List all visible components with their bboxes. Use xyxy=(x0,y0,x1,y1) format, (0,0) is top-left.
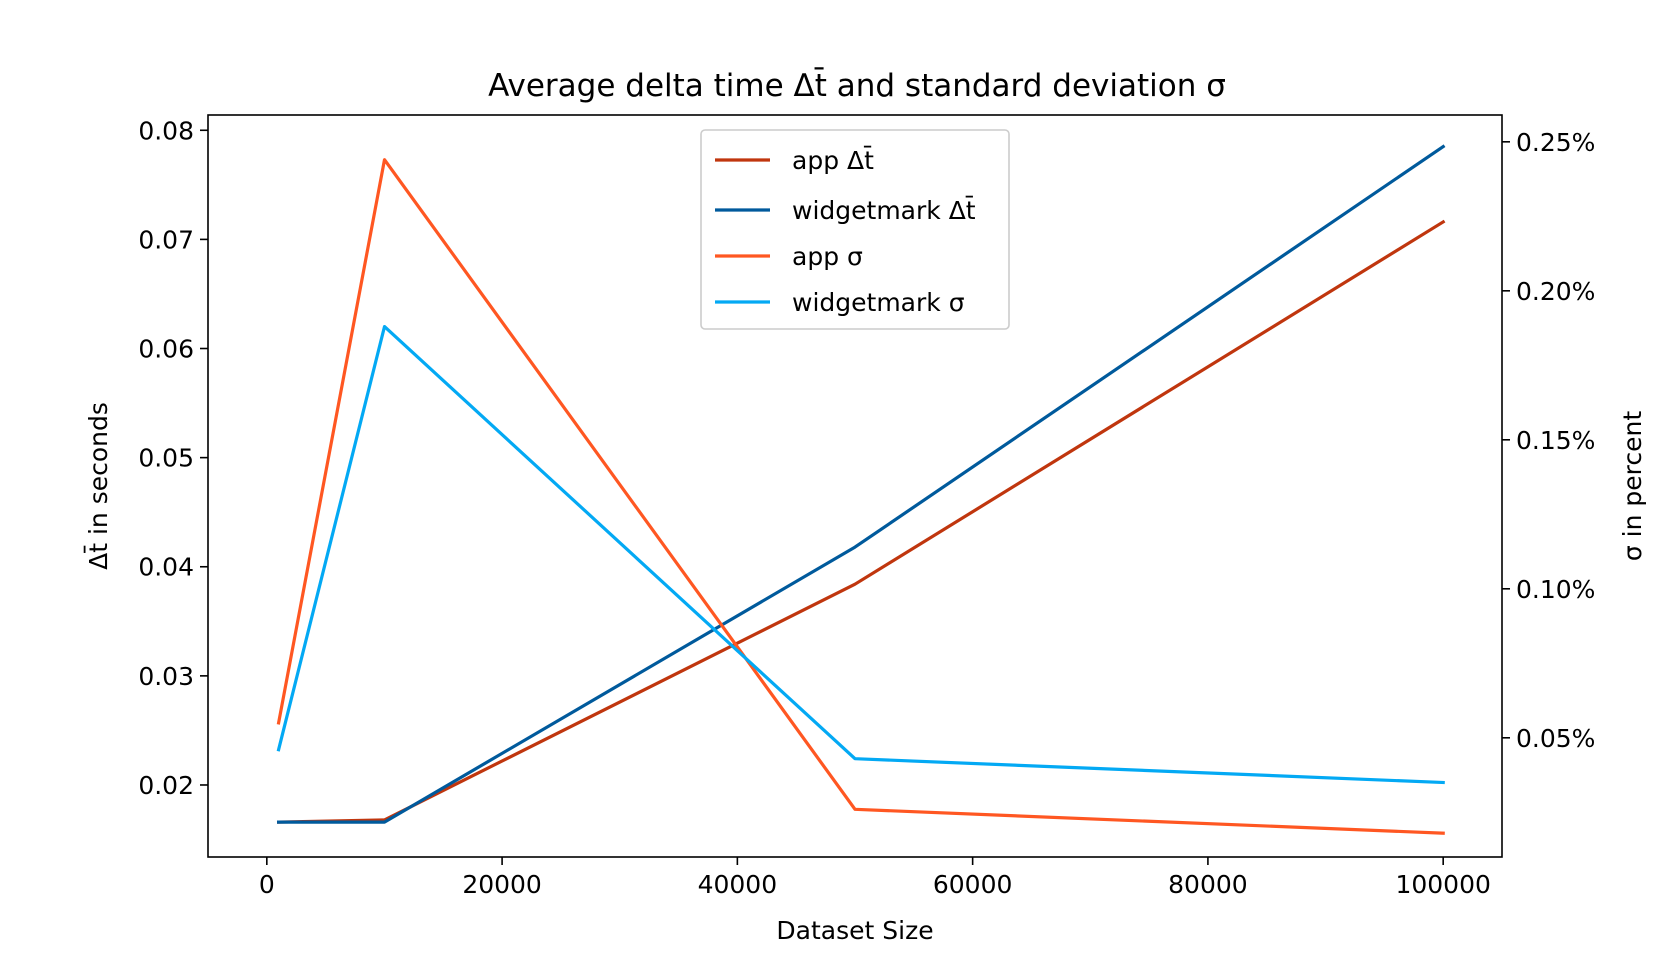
chart-title: Average delta time Δt̄ and standard devi… xyxy=(488,67,1226,104)
legend: app Δt̄ widgetmark Δt̄ app σ widgetmark σ xyxy=(700,129,1010,330)
x-tick-label: 0 xyxy=(259,870,275,899)
x-axis: 0 20000 40000 60000 80000 100000 xyxy=(259,857,1491,899)
series-line-3 xyxy=(276,325,1445,785)
y-left-tick-label: 0.06 xyxy=(138,335,194,364)
x-tick-label: 80000 xyxy=(1168,870,1248,899)
y-right-tick-label: 0.10% xyxy=(1516,575,1595,604)
x-tick-label: 40000 xyxy=(698,870,778,899)
y-left-tick-label: 0.03 xyxy=(138,662,194,691)
x-tick-label: 20000 xyxy=(462,870,542,899)
y-axis-right: 0.05% 0.10% 0.15% 0.20% 0.25% xyxy=(1502,128,1595,753)
y-axis-left: 0.02 0.03 0.04 0.05 0.06 0.07 0.08 xyxy=(138,116,208,800)
plot-lines xyxy=(276,144,1446,835)
plot-frame xyxy=(207,114,1503,858)
y-left-tick-label: 0.02 xyxy=(138,771,194,800)
x-axis-label: Dataset Size xyxy=(776,916,933,945)
x-tick-label: 100000 xyxy=(1395,870,1490,899)
legend-label: app Δt̄ xyxy=(792,145,874,175)
y-left-tick-label: 0.08 xyxy=(138,116,194,145)
x-tick-label: 60000 xyxy=(933,870,1013,899)
y-right-tick-label: 0.05% xyxy=(1516,724,1595,753)
legend-label: widgetmark σ xyxy=(792,288,965,317)
y-right-tick-label: 0.20% xyxy=(1516,277,1595,306)
y-right-tick-label: 0.25% xyxy=(1516,128,1595,157)
y-left-tick-label: 0.07 xyxy=(138,225,194,254)
legend-box xyxy=(700,129,1010,330)
y-left-tick-label: 0.05 xyxy=(138,444,194,473)
series-line-2 xyxy=(276,158,1445,835)
y-left-tick-label: 0.04 xyxy=(138,553,194,582)
y-axis-right-label: σ in percent xyxy=(1618,411,1647,561)
legend-label: app σ xyxy=(792,242,863,271)
y-right-tick-label: 0.15% xyxy=(1516,426,1595,455)
legend-label: widgetmark Δt̄ xyxy=(792,195,976,225)
y-axis-left-label: Δt̄ in seconds xyxy=(83,402,113,570)
series-line-1 xyxy=(277,144,1446,824)
